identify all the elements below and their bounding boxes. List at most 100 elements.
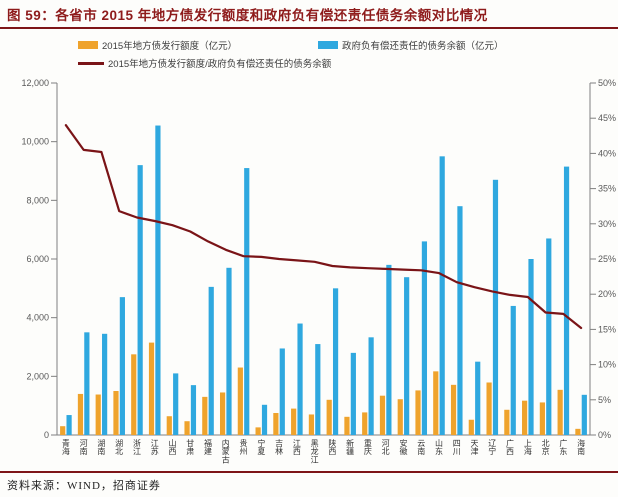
x-axis-label-福建: 福建 xyxy=(204,439,212,456)
bar-balance-内蒙古 xyxy=(226,267,232,435)
bar-issuance-安徽 xyxy=(397,399,403,435)
x-axis-label-陕西: 陕西 xyxy=(328,438,336,456)
x-axis-label-内蒙古: 内蒙古 xyxy=(222,438,230,464)
right-axis-tick-label: 0% xyxy=(598,430,611,440)
right-axis-tick-label: 35% xyxy=(598,184,616,194)
bar-issuance-内蒙古 xyxy=(219,392,226,435)
bar-issuance-湖北 xyxy=(113,391,119,435)
bar-issuance-上海 xyxy=(522,400,528,435)
bar-balance-吉林 xyxy=(279,348,285,435)
bar-balance-河北 xyxy=(386,264,392,435)
bar-balance-重庆 xyxy=(368,337,374,435)
x-axis-label-上海: 上海 xyxy=(524,439,532,456)
x-axis-label-吉林: 吉林 xyxy=(275,439,283,456)
right-axis-tick-label: 25% xyxy=(598,254,616,264)
bar-issuance-吉林 xyxy=(273,413,279,435)
bar-balance-山西 xyxy=(173,373,179,435)
left-axis-tick-label: 0 xyxy=(44,430,49,440)
right-axis-tick-label: 5% xyxy=(598,395,611,405)
bar-balance-北京 xyxy=(546,238,552,435)
bar-issuance-海南 xyxy=(575,428,581,435)
legend-item-issuance: 2015年地方债发行额度（亿元） xyxy=(78,38,237,52)
bar-balance-青海 xyxy=(66,415,72,435)
bar-balance-甘肃 xyxy=(190,385,197,435)
bar-balance-湖南 xyxy=(102,333,108,435)
x-axis-label-贵州: 贵州 xyxy=(240,438,248,456)
x-axis-label-广西: 广西 xyxy=(506,438,514,456)
x-axis-label-海南: 海南 xyxy=(577,438,585,456)
bar-balance-陕西 xyxy=(332,288,339,435)
bar-issuance-四川 xyxy=(450,384,457,435)
bar-balance-安徽 xyxy=(404,277,410,435)
bar-balance-新疆 xyxy=(350,352,356,435)
legend-label-issuance: 2015年地方债发行额度（亿元） xyxy=(102,41,238,52)
figure-title: 图 59：各省市 2015 年地方债发行额度和政府负有偿还责任债务余额对比情况 xyxy=(7,8,488,23)
x-axis-label-云南: 云南 xyxy=(417,439,425,456)
bar-balance-湖北 xyxy=(119,297,125,435)
bar-balance-贵州 xyxy=(244,168,250,436)
x-axis-label-湖北: 湖北 xyxy=(115,439,123,456)
bar-balance-四川 xyxy=(457,206,463,435)
bar-balance-江苏 xyxy=(155,125,161,436)
left-axis-tick-label: 8,000 xyxy=(26,195,49,205)
bar-issuance-山东 xyxy=(433,371,439,435)
left-axis-tick-label: 4,000 xyxy=(26,313,49,323)
left-axis-tick-label: 12,000 xyxy=(21,78,49,88)
bar-issuance-山西 xyxy=(166,416,172,435)
right-axis-tick-label: 15% xyxy=(598,324,616,334)
bar-issuance-云南 xyxy=(415,390,421,435)
legend-item-ratio: 2015年地方债发行额度/政府负有偿还责任的债务余额 xyxy=(78,56,331,70)
bar-issuance-广东 xyxy=(557,389,563,435)
bar-issuance-辽宁 xyxy=(486,382,492,435)
legend-label-balance: 政府负有偿还责任的债务余额（亿元） xyxy=(342,41,504,52)
bar-balance-广西 xyxy=(510,305,516,435)
issuance-swatch-icon xyxy=(78,41,98,49)
right-axis-tick-label: 20% xyxy=(598,289,616,299)
bar-issuance-重庆 xyxy=(362,412,368,435)
bar-balance-浙江 xyxy=(137,165,143,435)
bar-issuance-福建 xyxy=(202,396,208,435)
x-axis-label-河北: 河北 xyxy=(382,438,390,456)
bar-issuance-黑龙江 xyxy=(308,414,315,435)
bar-balance-宁夏 xyxy=(261,404,268,435)
right-axis-tick-label: 50% xyxy=(598,78,616,88)
x-axis-label-山西: 山西 xyxy=(168,438,176,456)
bar-balance-黑龙江 xyxy=(315,344,321,435)
bar-issuance-河北 xyxy=(379,395,386,435)
bar-issuance-天津 xyxy=(468,419,474,435)
x-axis-label-江西: 江西 xyxy=(293,439,301,456)
bar-issuance-浙江 xyxy=(131,354,137,435)
x-axis-label-四川: 四川 xyxy=(453,439,461,456)
bar-issuance-青海 xyxy=(60,426,66,435)
bar-issuance-湖南 xyxy=(95,394,101,435)
right-axis-tick-label: 30% xyxy=(598,219,616,229)
bar-balance-江西 xyxy=(297,323,303,435)
legend-item-balance: 政府负有偿还责任的债务余额（亿元） xyxy=(318,38,504,52)
bar-issuance-新疆 xyxy=(344,416,350,435)
bar-issuance-广西 xyxy=(504,409,510,435)
left-axis-tick-label: 10,000 xyxy=(21,137,49,147)
x-axis-label-黑龙江: 黑龙江 xyxy=(311,439,319,464)
footer-rule xyxy=(0,471,618,473)
ratio-line xyxy=(64,124,583,330)
bar-balance-天津 xyxy=(475,361,481,435)
x-axis-label-广东: 广东 xyxy=(559,438,567,456)
bar-issuance-北京 xyxy=(539,402,545,435)
x-axis-label-甘肃: 甘肃 xyxy=(186,438,194,456)
x-axis-label-北京: 北京 xyxy=(542,439,550,456)
x-axis-label-江苏: 江苏 xyxy=(151,439,159,456)
bar-balance-河南 xyxy=(84,332,90,435)
x-axis-label-青海: 青海 xyxy=(62,438,70,456)
combo-bar-line-chart: 0 2,000 4,000 6,000 8,000 10,000 12,000 0% 5% 10%… xyxy=(21,78,616,464)
right-axis-tick-label: 40% xyxy=(598,148,616,158)
bar-issuance-陕西 xyxy=(326,399,332,435)
chart-legend: 2015年地方债发行额度（亿元） 政府负有偿还责任的债务余额（亿元） 2015年… xyxy=(0,36,618,72)
bar-issuance-江苏 xyxy=(148,342,155,435)
x-axis-label-宁夏: 宁夏 xyxy=(257,438,265,456)
bar-issuance-宁夏 xyxy=(255,427,261,435)
bar-issuance-甘肃 xyxy=(184,421,190,435)
bar-balance-山东 xyxy=(439,156,445,435)
bar-issuance-河南 xyxy=(77,393,84,435)
right-axis-tick-label: 45% xyxy=(598,113,616,123)
